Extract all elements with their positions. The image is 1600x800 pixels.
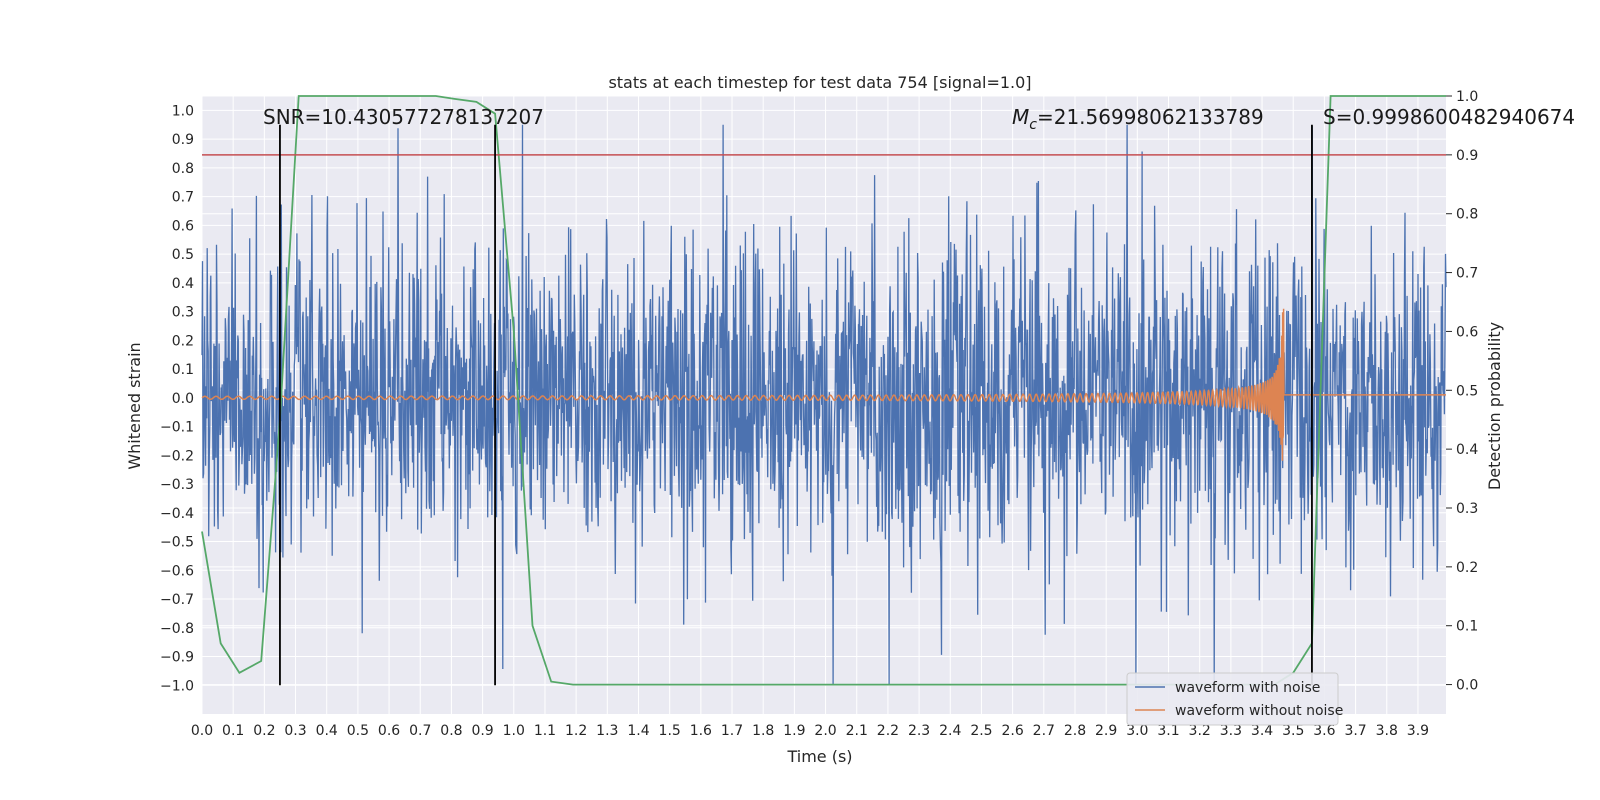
x-tick-label: 0.6 [378,723,400,739]
x-tick-label: 2.9 [1095,723,1117,739]
x-tick-label: 1.9 [783,723,805,739]
x-tick-label: 0.2 [253,723,275,739]
y-tick-label: 0.9 [172,132,194,148]
x-tick-label: 3.7 [1344,723,1366,739]
detection-probability-line [201,95,1446,686]
mc-symbol: M [1012,105,1029,129]
right-y-axis-label: Detection probability [1485,322,1504,490]
x-tick-label: 0.0 [191,723,213,739]
x-tick-label: 0.9 [471,723,493,739]
x-tick-label: 2.1 [846,723,868,739]
y-tick-label: −0.2 [160,448,194,464]
y-tick-labels: 1.0 0.9 0.8 0.7 0.6 0.5 0.4 0.3 0.2 0.1 0.0 −0.1 −0.… [160,103,194,694]
y-tick-label: 0.0 [172,391,194,407]
x-tick-label: 2.8 [1064,723,1086,739]
s-annotation: S=0.9998600482940674 [1323,105,1575,129]
chart-title: stats at each timestep for test data 754… [608,73,1031,92]
y-tick-label: −0.3 [160,477,194,493]
mc-value: =21.56998062133789 [1037,105,1264,129]
x-tick-label: 2.2 [877,723,899,739]
right-y-tick-label: 0.0 [1456,678,1478,694]
x-tick-label: 1.0 [503,723,525,739]
x-tick-label: 3.0 [1126,723,1148,739]
legend-box [1126,672,1339,726]
x-tick-label: 3.3 [1220,723,1242,739]
y-tick-label: −0.6 [160,563,194,579]
right-y-tick-label: 1.0 [1456,89,1478,105]
y-tick-label: −0.8 [160,621,194,637]
x-tick-label: 2.4 [939,723,961,739]
y-tick-label: −1.0 [160,678,194,694]
clean-waveform-line [201,308,1446,461]
x-tick-labels: 0.0 0.1 0.2 0.3 0.4 0.5 0.6 0.7 0.8 0.9 1.0 1.1 1.2 1… [191,723,1429,739]
y-tick-label: 0.2 [172,333,194,349]
legend-noisy-label: waveform with noise [1175,680,1320,696]
x-tick-label: 3.4 [1251,723,1273,739]
x-tick-label: 3.2 [1189,723,1211,739]
right-y-tick-label: 0.8 [1456,207,1478,223]
right-y-tick-label: 0.5 [1456,383,1478,399]
x-tick-label: 2.0 [814,723,836,739]
x-tick-label: 2.3 [908,723,930,739]
y-tick-label: 0.6 [172,218,194,234]
x-tick-label: 1.8 [752,723,774,739]
x-tick-label: 1.1 [534,723,556,739]
detection-probability-series [201,95,1446,686]
x-tick-label: 0.3 [284,723,306,739]
x-tick-label: 1.3 [596,723,618,739]
x-tick-label: 2.6 [1001,723,1023,739]
x-tick-label: 3.9 [1407,723,1429,739]
x-tick-label: 0.8 [440,723,462,739]
x-axis-label: Time (s) [786,747,852,766]
right-y-tick-label: 0.6 [1456,324,1478,340]
x-tick-label: 1.5 [659,723,681,739]
y-tick-label: −0.7 [160,592,194,608]
y-tick-label: 0.1 [172,362,194,378]
x-tick-label: 1.6 [690,723,712,739]
x-tick-label: 1.7 [721,723,743,739]
legend-clean-label: waveform without noise [1175,703,1343,719]
x-tick-label: 3.6 [1313,723,1335,739]
snr-annotation: SNR=10.430577278137207 [263,105,544,129]
y-axis-label: Whitened strain [125,342,144,469]
right-y-tick-label: 0.1 [1456,619,1478,635]
y-tick-label: −0.5 [160,535,194,551]
x-tick-label: 0.7 [409,723,431,739]
y-tick-label: 0.3 [172,305,194,321]
x-tick-label: 2.7 [1033,723,1055,739]
x-tick-label: 0.1 [222,723,244,739]
vertical-markers [279,124,1313,686]
x-tick-label: 0.4 [316,723,338,739]
y-tick-label: −0.9 [160,650,194,666]
y-tick-label: 0.7 [172,190,194,206]
right-y-tick-labels: 1.0 0.9 0.8 0.7 0.6 0.5 0.4 0.3 0.2 0.1 0.0 [1446,89,1478,694]
x-tick-label: 3.1 [1157,723,1179,739]
right-y-tick-label: 0.9 [1456,148,1478,164]
chirp-mass-annotation: Mc=21.56998062133789 [1012,105,1264,133]
x-tick-label: 2.5 [970,723,992,739]
y-tick-label: 0.5 [172,247,194,263]
mc-subscript: c [1029,117,1037,133]
right-y-tick-label: 0.2 [1456,560,1478,576]
x-tick-label: 0.5 [347,723,369,739]
y-tick-label: 1.0 [172,103,194,119]
y-tick-label: 0.4 [172,276,194,292]
y-tick-label: −0.1 [160,420,194,436]
x-tick-label: 3.5 [1282,723,1304,739]
y-tick-label: −0.4 [160,506,194,522]
legend: waveform with noise waveform without noi… [1126,672,1343,726]
noisy-waveform-line [201,124,1447,686]
clean-waveform-series [201,308,1446,461]
right-y-tick-label: 0.3 [1456,501,1478,517]
right-y-tick-label: 0.4 [1456,442,1478,458]
noisy-waveform-series [201,124,1447,686]
x-tick-label: 3.8 [1376,723,1398,739]
y-tick-label: 0.8 [172,161,194,177]
x-tick-label: 1.4 [627,723,649,739]
right-y-tick-label: 0.7 [1456,266,1478,282]
x-tick-label: 1.2 [565,723,587,739]
